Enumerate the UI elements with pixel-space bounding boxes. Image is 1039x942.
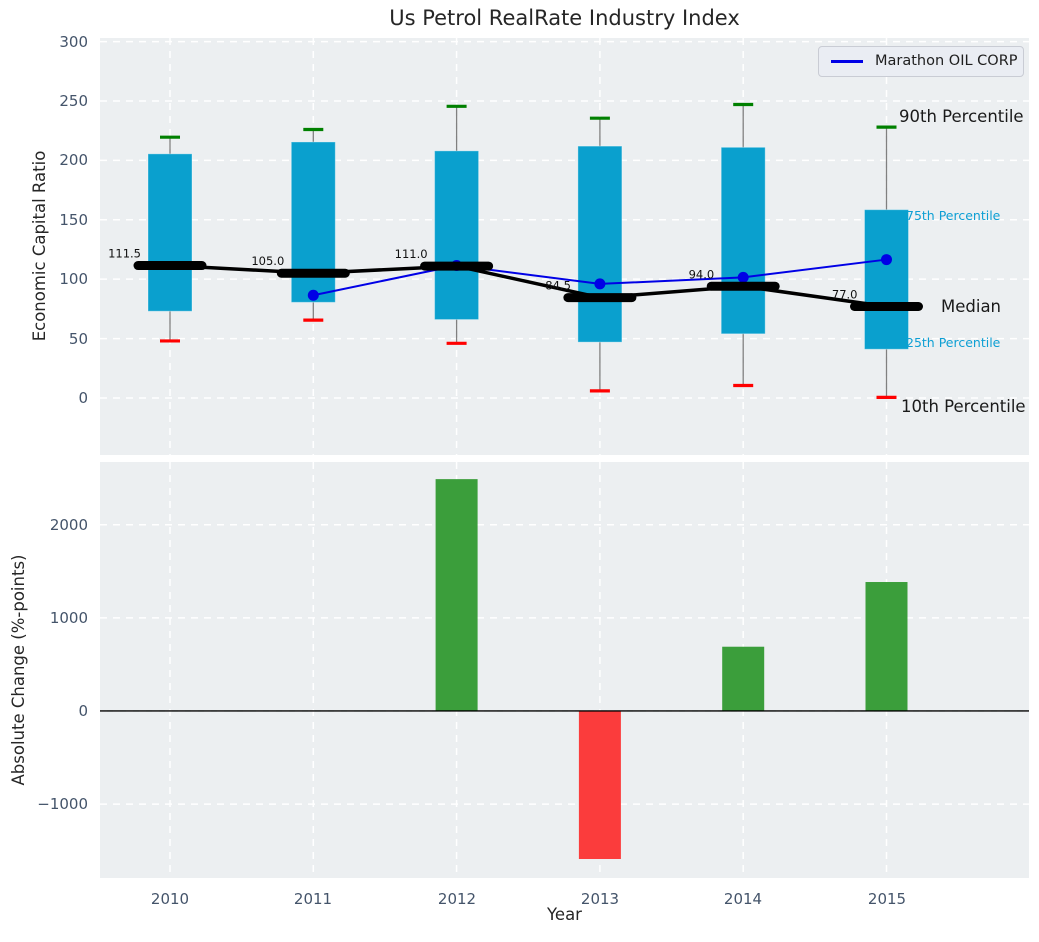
- median-value-label-2014: 94.0: [689, 267, 715, 281]
- annotation-75th-percentile: 75th Percentile: [906, 208, 1001, 223]
- box-2010: [147, 153, 193, 312]
- ytick-top-0: 0: [78, 389, 88, 407]
- bar-2014: [722, 646, 765, 711]
- ytick-top-50: 50: [68, 330, 88, 348]
- box-2011: [290, 141, 336, 303]
- xtick-2010: 2010: [150, 890, 190, 908]
- annotation-median: Median: [941, 297, 1002, 316]
- xtick-2012: 2012: [437, 890, 477, 908]
- median-value-label-2010: 111.5: [108, 247, 141, 261]
- ytick-top-250: 250: [59, 92, 88, 110]
- xlabel-year: Year: [547, 905, 582, 924]
- company-marker-2013: [594, 278, 606, 290]
- annotation-10th-percentile: 10th Percentile: [901, 397, 1026, 416]
- xtick-2011: 2011: [293, 890, 333, 908]
- box-2015: [864, 209, 909, 350]
- median-value-label-2015: 77.0: [832, 287, 858, 301]
- company-marker-2014: [737, 271, 749, 283]
- xtick-2015: 2015: [867, 890, 907, 908]
- legend-box[interactable]: Marathon OIL CORP: [818, 46, 1024, 77]
- ytick-top-150: 150: [59, 211, 88, 229]
- annotation-90th-percentile: 90th Percentile: [899, 107, 1024, 126]
- top-ylabel: Economic Capital Ratio: [30, 150, 49, 342]
- ytick-bot-1000: 1000: [49, 609, 88, 627]
- ytick-bot-0: 0: [78, 702, 88, 720]
- company-marker-2015: [881, 254, 892, 266]
- bar-2012: [435, 479, 478, 711]
- page-title: Us Petrol RealRate Industry Index: [389, 6, 740, 30]
- legend-label: Marathon OIL CORP: [875, 53, 1018, 69]
- bottom-ylabel: Absolute Change (%-points): [9, 554, 28, 786]
- bar-2013: [578, 710, 621, 860]
- company-marker-2011: [307, 289, 319, 301]
- median-value-label-2011: 105.0: [251, 254, 284, 268]
- annotation-25th-percentile: 25th Percentile: [906, 335, 1001, 350]
- xtick-2013: 2013: [580, 890, 620, 908]
- ytick-bot-2000: 2000: [49, 516, 88, 534]
- median-value-label-2012: 111.0: [395, 247, 428, 261]
- box-2012: [434, 150, 480, 321]
- box-2013: [577, 145, 623, 343]
- ytick-top-300: 300: [59, 33, 88, 51]
- ytick-top-200: 200: [59, 151, 88, 169]
- bar-2015: [865, 582, 908, 711]
- ytick-top-100: 100: [59, 270, 88, 288]
- xtick-2014: 2014: [723, 890, 763, 908]
- ytick-bot-neg1000: −1000: [37, 795, 88, 813]
- box-2014: [720, 146, 766, 335]
- legend-line-swatch: [831, 60, 863, 63]
- median-value-label-2013: 84.5: [545, 279, 571, 293]
